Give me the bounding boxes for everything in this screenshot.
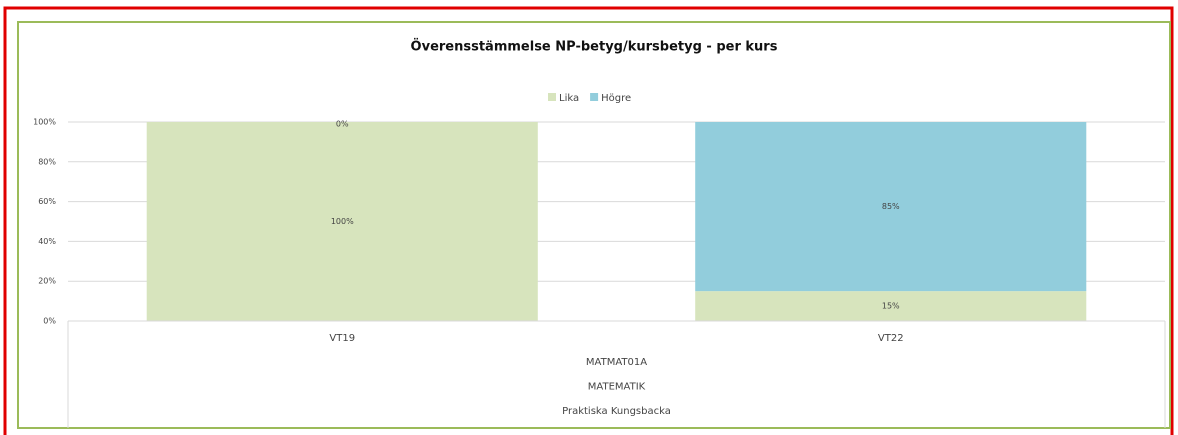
legend-swatch bbox=[548, 93, 556, 101]
legend-swatch bbox=[590, 93, 599, 101]
legend-label: Lika bbox=[559, 93, 579, 104]
y-tick-label: 0% bbox=[43, 317, 56, 326]
chart-title: Överensstämmelse NP-betyg/kursbetyg - pe… bbox=[411, 39, 778, 55]
data-label: 100% bbox=[331, 217, 354, 226]
bar-segment bbox=[695, 122, 1087, 292]
data-label: 85% bbox=[882, 202, 900, 211]
y-tick-label: 80% bbox=[38, 157, 56, 166]
y-tick-label: 20% bbox=[38, 277, 56, 286]
outer-frame bbox=[3, 6, 1174, 435]
y-tick-label: 60% bbox=[38, 197, 56, 206]
category-group-label: MATEMATIK bbox=[588, 382, 646, 393]
category-group-label: Praktiska Kungsbacka bbox=[562, 406, 671, 417]
data-label: 0% bbox=[336, 120, 349, 129]
bar-segment bbox=[695, 291, 1087, 321]
category-group-label: MATMAT01A bbox=[586, 357, 647, 368]
y-tick-label: 100% bbox=[33, 118, 56, 127]
x-tick-label: VT19 bbox=[329, 333, 355, 344]
data-label: 15% bbox=[882, 302, 900, 311]
y-tick-label: 40% bbox=[38, 237, 56, 246]
x-tick-label: VT22 bbox=[878, 333, 904, 344]
legend-label: Högre bbox=[601, 93, 631, 104]
bar-segment bbox=[146, 122, 538, 321]
